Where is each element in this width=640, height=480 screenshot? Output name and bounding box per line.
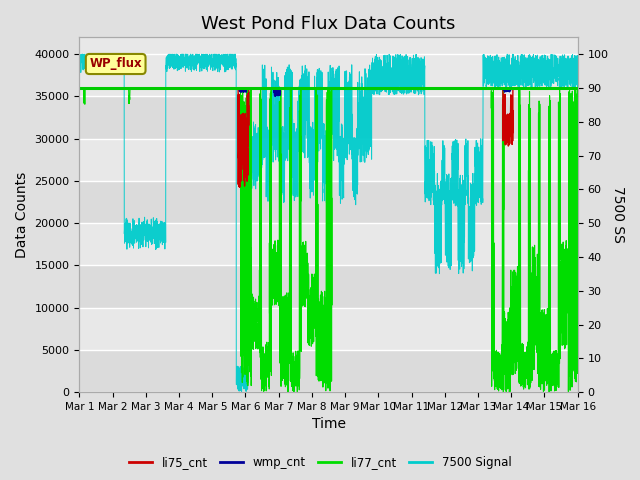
Bar bbox=[79, 265, 578, 308]
Y-axis label: Data Counts: Data Counts bbox=[15, 172, 29, 258]
Y-axis label: 7500 SS: 7500 SS bbox=[611, 186, 625, 243]
Legend: li75_cnt, wmp_cnt, li77_cnt, 7500 Signal: li75_cnt, wmp_cnt, li77_cnt, 7500 Signal bbox=[124, 452, 516, 474]
Bar bbox=[79, 96, 578, 139]
Text: WP_flux: WP_flux bbox=[90, 58, 142, 71]
Bar bbox=[79, 181, 578, 223]
Bar bbox=[79, 350, 578, 392]
X-axis label: Time: Time bbox=[312, 418, 346, 432]
Title: West Pond Flux Data Counts: West Pond Flux Data Counts bbox=[202, 15, 456, 33]
